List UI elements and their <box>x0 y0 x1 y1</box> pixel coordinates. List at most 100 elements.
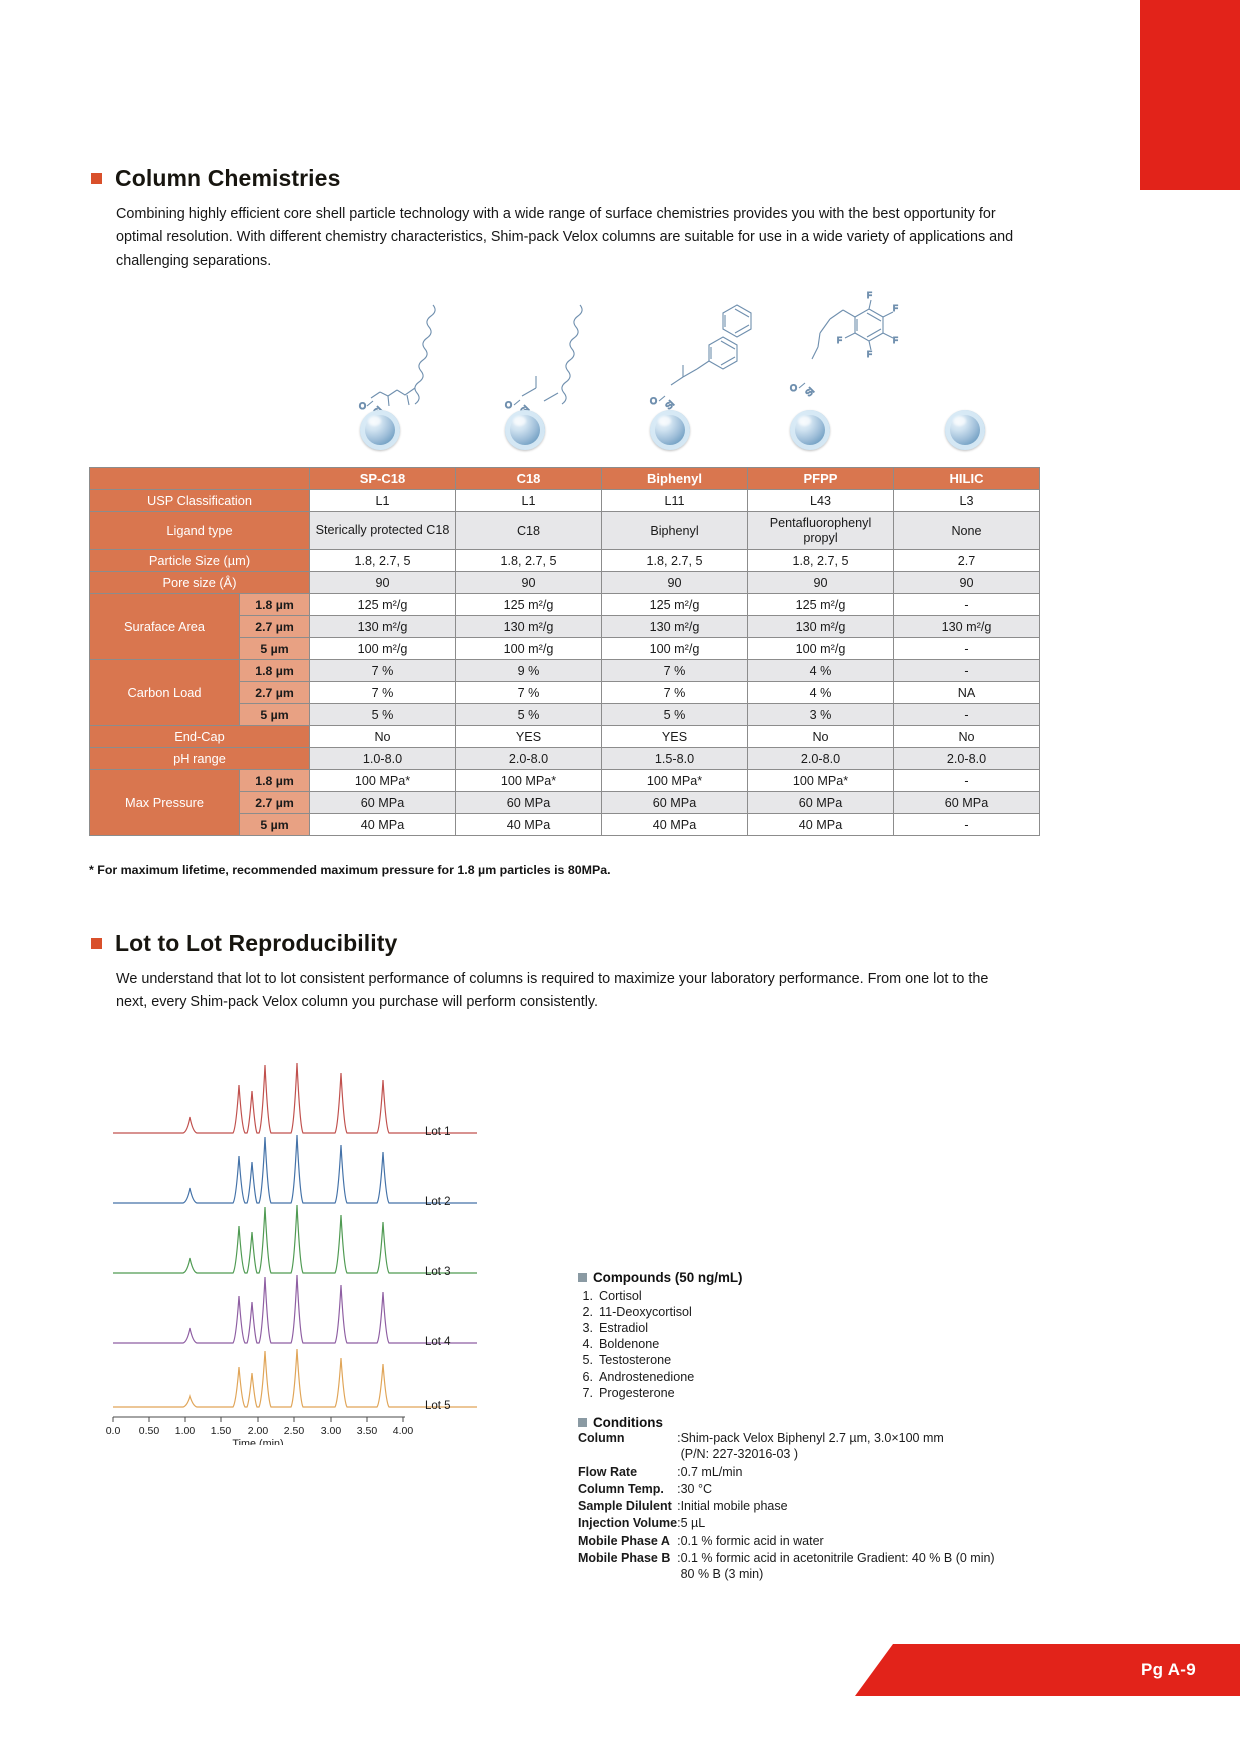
cell: 90 <box>455 571 602 594</box>
table-row: Suraface Area 1.8 µm 125 m²/g 125 m²/g 1… <box>89 593 1040 660</box>
bullet-square-icon <box>91 938 102 949</box>
cell: 7 % <box>601 681 748 704</box>
list-item: 2. 11-Deoxycortisol <box>578 1304 1098 1320</box>
table-footnote: * For maximum lifetime, recommended maxi… <box>89 863 611 877</box>
ligand-diagram-c18: Si O <box>500 285 650 455</box>
lot-label-2: Lot 2 <box>425 1196 451 1208</box>
cell: Biphenyl <box>601 511 748 550</box>
cell: YES <box>601 725 748 748</box>
cell: YES <box>455 725 602 748</box>
compound-number: 6. <box>582 1369 593 1384</box>
silica-bead-icon <box>650 410 690 450</box>
svg-text:O: O <box>650 396 657 406</box>
cell: 60 MPa <box>601 791 748 814</box>
condition-row: Flow Rate : 0.7 mL/min <box>578 1464 995 1481</box>
ligand-diagram-sp-c18: Si O <box>355 285 505 455</box>
pfpp-structure-icon: F F F F F Si O <box>789 290 898 399</box>
condition-separator: : <box>677 1431 681 1445</box>
list-item: 3. Estradiol <box>578 1320 1098 1336</box>
cell: 2.0-8.0 <box>455 747 602 770</box>
row-label-usp-classification: USP Classification <box>89 489 310 512</box>
condition-key: Sample Dilulent <box>578 1499 672 1513</box>
chromatogram-plot: Lot 1 Lot 2 Lot 3 Lot 4 Lot 5 <box>105 1055 485 1450</box>
ligand-diagram-row: Si O Si O <box>0 285 1240 450</box>
cell: 1.8, 2.7, 5 <box>601 549 748 572</box>
condition-key: Mobile Phase B <box>578 1550 671 1565</box>
header-hilic: HILIC <box>893 467 1040 490</box>
cell: 90 <box>601 571 748 594</box>
svg-text:1.00: 1.00 <box>175 1425 196 1437</box>
table-row: Max Pressure 1.8 µm 100 MPa* 100 MPa* 10… <box>89 769 1040 836</box>
lot-label-3: Lot 3 <box>425 1266 451 1278</box>
cell: Pentafluorophenyl propyl <box>747 511 894 550</box>
conditions-title-row: Conditions <box>578 1415 1138 1430</box>
row-label-ligand-type: Ligand type <box>89 511 310 550</box>
cell: 100 MPa* <box>747 769 894 792</box>
condition-value: Initial mobile phase <box>680 1499 788 1513</box>
cell: 9 % <box>455 659 602 682</box>
svg-text:2.50: 2.50 <box>284 1425 305 1437</box>
sub-label: 5 µm <box>239 813 310 836</box>
ligand-diagram-biphenyl: Si O <box>645 285 795 455</box>
trace-lot-5 <box>113 1348 477 1408</box>
table-row: Particle Size (µm) 1.8, 2.7, 5 1.8, 2.7,… <box>89 549 1040 572</box>
cell: 60 MPa <box>893 791 1040 814</box>
cell: 40 MPa <box>747 813 894 836</box>
svg-text:F: F <box>893 304 898 313</box>
svg-text:F: F <box>867 350 872 359</box>
condition-separator: : <box>677 1533 681 1548</box>
cell: 100 m²/g <box>747 637 894 660</box>
condition-separator: : <box>677 1464 681 1479</box>
cell: None <box>893 511 1040 550</box>
page-number-label: Pg A-9 <box>1140 1660 1196 1679</box>
compounds-list: 1. Cortisol 2. 11-Deoxycortisol 3. Estradio… <box>578 1288 1098 1401</box>
table-row: 2.7 µm 130 m²/g 130 m²/g 130 m²/g 130 m²… <box>90 615 1040 638</box>
condition-key: Flow Rate <box>578 1464 638 1479</box>
svg-text:0.0: 0.0 <box>106 1425 121 1437</box>
row-label-particle-size: Particle Size (µm) <box>89 549 310 572</box>
cell: L43 <box>747 489 894 512</box>
condition-value-line1: 0.1 % formic acid in acetonitrile Gradie… <box>680 1550 995 1565</box>
sub-label: 1.8 µm <box>239 769 310 792</box>
cell: 1.8, 2.7, 5 <box>747 549 894 572</box>
cell: 5 % <box>455 703 602 726</box>
condition-key: Mobile Phase A <box>578 1533 670 1548</box>
silica-bead-icon <box>360 410 400 450</box>
conditions-panel: Conditions Column : Shim-pack Velox Biph… <box>578 1415 1138 1583</box>
row-label-max-pressure: Max Pressure <box>89 769 240 836</box>
trace-lot-2 <box>113 1134 477 1204</box>
svg-text:F: F <box>867 291 872 300</box>
cell: - <box>893 593 1040 616</box>
header-biphenyl: Biphenyl <box>601 467 748 490</box>
cell: NA <box>893 681 1040 704</box>
cell: 100 m²/g <box>309 637 456 660</box>
svg-text:O: O <box>359 401 366 411</box>
bullet-square-icon <box>578 1418 587 1427</box>
svg-text:F: F <box>893 336 898 345</box>
cell: - <box>893 769 1040 792</box>
cell: 1.0-8.0 <box>309 747 456 770</box>
compound-name: Estradiol <box>599 1321 648 1336</box>
section-title-column-chemistries: Column Chemistries <box>91 165 340 192</box>
cell: 3 % <box>747 703 894 726</box>
cell: 130 m²/g <box>747 615 894 638</box>
cell: 130 m²/g <box>893 615 1040 638</box>
table-row: Carbon Load 1.8 µm 7 % 9 % 7 % 4 % - <box>89 659 1040 726</box>
x-axis-ticks <box>112 1417 404 1422</box>
sub-label: 5 µm <box>239 703 310 726</box>
lot-label-5: Lot 5 <box>425 1400 451 1412</box>
condition-value-line2: 80 % B (3 min) <box>680 1567 764 1581</box>
row-label-end-cap: End-Cap <box>89 725 310 748</box>
compound-name: Boldenone <box>599 1337 660 1352</box>
cell: No <box>309 725 456 748</box>
row-label-pore-size: Pore size (Å) <box>89 571 310 594</box>
condition-value: 0.1 % formic acid in water <box>680 1533 824 1548</box>
x-axis-tick-labels: 0.0 0.50 1.00 1.50 2.00 2.50 3.00 3.50 4… <box>106 1425 414 1437</box>
column-chemistry-spec-table: SP-C18 C18 Biphenyl PFPP HILIC USP Class… <box>89 467 1040 836</box>
cell: - <box>893 637 1040 660</box>
compounds-panel: Compounds (50 ng/mL) 1. Cortisol 2. 11-Deo… <box>578 1270 1098 1401</box>
cell: 100 m²/g <box>455 637 602 660</box>
compounds-title-row: Compounds (50 ng/mL) <box>578 1270 1098 1285</box>
list-item: 6. Androstenedione <box>578 1369 1098 1385</box>
table-row: End-Cap No YES YES No No <box>89 725 1040 748</box>
